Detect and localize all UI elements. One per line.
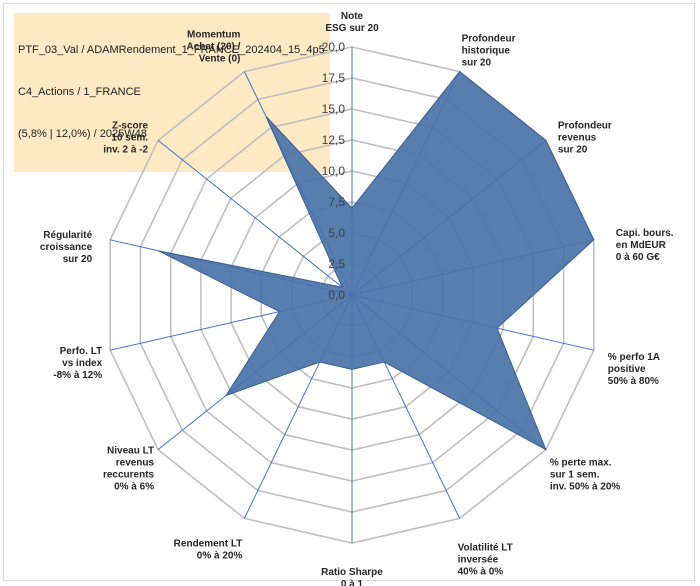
axis-label-6-line-1: inversée: [458, 554, 499, 565]
axis-label-13-line-2: Vente (0): [199, 54, 241, 65]
axis-label-11-line-1: croissance: [40, 242, 93, 253]
axis-label-8: Rendement LT0% à 20%: [174, 538, 243, 561]
axis-label-3-line-1: en MdEUR: [616, 240, 667, 251]
axis-label-11-line-0: Régularité: [43, 230, 92, 241]
axis-label-4-line-2: 50% à 80%: [608, 376, 659, 387]
axis-label-1-line-2: sur 20: [462, 58, 492, 69]
axis-label-9-line-3: 0% à 6%: [114, 482, 154, 493]
axis-label-10-line-1: vs index: [62, 358, 102, 369]
axis-label-9-line-0: Niveau LT: [107, 446, 154, 457]
title-line-2: C4_Actions / 1_FRANCE: [18, 86, 141, 98]
axis-label-7-line-0: Ratio Sharpe: [321, 567, 383, 578]
axis-label-9-line-1: revenus: [116, 458, 155, 469]
tick-label-6: 15,0: [322, 102, 346, 116]
axis-label-5-line-2: inv. 50% à 20%: [550, 482, 621, 493]
axis-label-5-line-0: % perte max.: [550, 458, 612, 469]
axis-label-10-line-0: Perfo. LT: [60, 346, 103, 357]
title-line-3: (5,8% | 12,0%) / 2025W48: [18, 128, 147, 140]
tick-label-5: 12,5: [322, 133, 346, 147]
axis-label-2-line-2: sur 20: [558, 144, 588, 155]
axis-label-10-line-2: -8% à 12%: [53, 370, 102, 381]
tick-label-4: 10,0: [322, 164, 346, 178]
axis-label-6-line-2: 40% à 0%: [458, 566, 504, 577]
axis-label-9-line-2: reccurents: [103, 470, 155, 481]
axis-label-1-line-0: Profondeur: [462, 34, 516, 45]
axis-label-0-line-1: ESG sur 20: [325, 23, 379, 34]
title-line-1: PTF_03_Val / ADAMRendement_1_FRANCE_2024…: [18, 44, 325, 56]
axis-label-2-line-1: revenus: [558, 132, 597, 143]
axis-label-4-line-0: % perfo 1A: [608, 352, 660, 363]
axis-label-1-line-1: historique: [462, 46, 511, 57]
chart-frame: PTF_03_Val / ADAMRendement_1_FRANCE_2024…: [3, 3, 695, 581]
axis-label-4-line-1: positive: [608, 364, 646, 375]
axis-label-12-line-1: 10 sem.: [111, 132, 148, 143]
axis-label-12-line-0: Z-score: [112, 120, 149, 131]
axis-label-8-line-1: 0% à 20%: [197, 550, 243, 561]
axis-label-3-line-0: Capi. bours.: [616, 228, 674, 239]
tick-label-3: 7,5: [328, 195, 345, 209]
axis-label-2-line-0: Profondeur: [558, 120, 612, 131]
axis-label-3-line-2: 0 à 60 G€: [616, 252, 660, 263]
axis-label-5-line-1: sur 1 sem.: [550, 470, 600, 481]
spoke-12: [157, 140, 353, 296]
axis-label-7-line-1: 0 à 1: [341, 579, 364, 586]
axis-label-6-line-0: Volatilité LT: [458, 542, 513, 553]
tick-label-0: 0,0: [328, 288, 345, 302]
axis-label-12-line-2: inv. 2 à -2: [103, 144, 148, 155]
tick-label-8: 20,0: [322, 40, 346, 54]
tick-label-2: 5,0: [328, 226, 345, 240]
axis-label-8-line-0: Rendement LT: [174, 538, 243, 549]
tick-label-7: 17,5: [322, 71, 346, 85]
axis-label-13-line-0: Momentum: [187, 30, 240, 41]
axis-label-0-line-0: Note: [341, 11, 364, 22]
axis-label-11-line-2: sur 20: [63, 254, 93, 265]
axis-label-5: % perte max.sur 1 sem.inv. 50% à 20%: [550, 458, 621, 493]
series-area: [158, 70, 595, 451]
tick-label-1: 2,5: [328, 257, 345, 271]
axis-label-13-line-1: Achat (20) /: [186, 42, 240, 53]
chart-title-box: PTF_03_Val / ADAMRendement_1_FRANCE_2024…: [14, 13, 330, 172]
